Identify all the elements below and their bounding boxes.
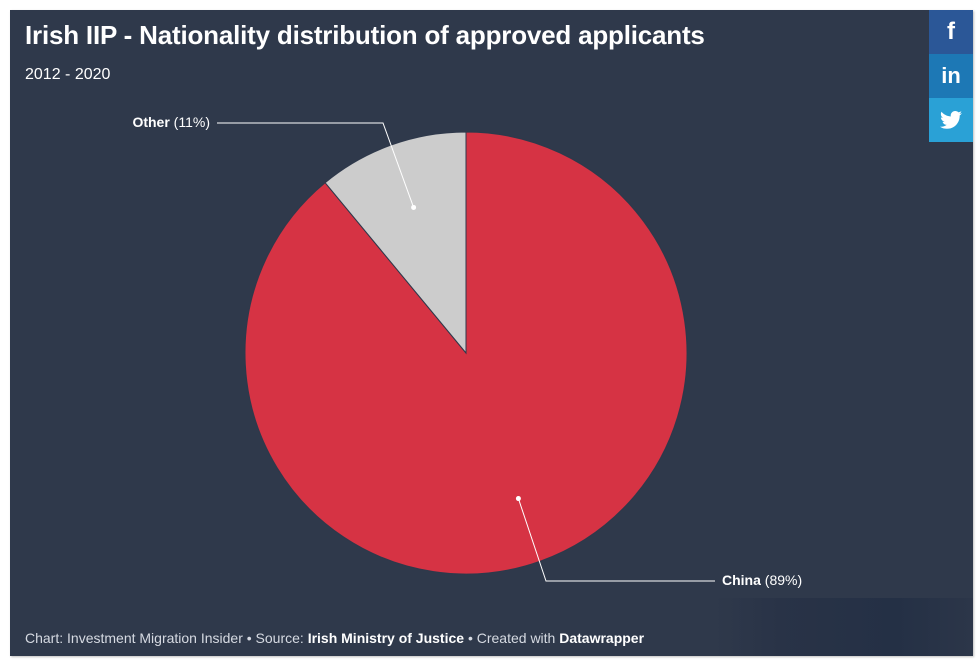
linkedin-share-button[interactable]: in	[929, 54, 973, 98]
slice-label-china: China (89%)	[722, 572, 802, 588]
footer-tool[interactable]: Datawrapper	[559, 630, 645, 646]
callout-dot-china	[515, 496, 521, 502]
blur-overlay	[715, 598, 973, 656]
pie-chart: China (89%) Other (11%)	[132, 114, 802, 588]
chart-card: Irish IIP - Nationality distribution of …	[10, 10, 973, 656]
twitter-icon	[940, 111, 962, 129]
footer-middle: • Created with	[464, 630, 560, 646]
callout-line-china	[517, 498, 715, 582]
callout-line-other	[217, 122, 415, 208]
callout-dot-other	[411, 204, 417, 210]
chart-title: Irish IIP - Nationality distribution of …	[25, 20, 705, 50]
facebook-share-button[interactable]: f	[929, 10, 973, 54]
facebook-icon: f	[947, 18, 955, 45]
chart-subtitle: 2012 - 2020	[25, 66, 111, 83]
twitter-share-button[interactable]	[929, 98, 973, 142]
slice-label-other: Other (11%)	[132, 114, 210, 130]
footer-source[interactable]: Irish Ministry of Justice	[307, 630, 465, 646]
linkedin-icon: in	[941, 63, 961, 88]
footer-prefix: Chart: Investment Migration Insider • So…	[25, 630, 308, 646]
chart-footer: Chart: Investment Migration Insider • So…	[25, 630, 644, 646]
